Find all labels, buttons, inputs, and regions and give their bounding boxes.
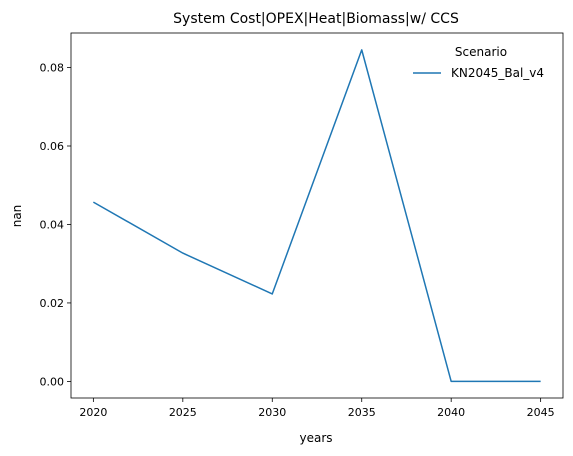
x-tick-label: 2035 [348, 406, 376, 419]
series-line-0 [92, 49, 541, 383]
x-tick-label: 2030 [258, 406, 286, 419]
legend-label: KN2045_Bal_v4 [451, 66, 544, 80]
y-axis: 0.00 0.02 0.04 0.06 0.08 [40, 62, 71, 388]
x-axis: 2020 2025 2030 2035 2040 2045 [79, 398, 555, 419]
legend: Scenario KN2045_Bal_v4 [413, 45, 544, 80]
y-tick-label: 0.08 [40, 62, 65, 75]
y-tick-label: 0.00 [40, 375, 65, 388]
x-tick-label: 2025 [169, 406, 197, 419]
chart-title: System Cost|OPEX|Heat|Biomass|w/ CCS [173, 11, 459, 27]
y-tick-label: 0.02 [40, 297, 65, 310]
plot-area: 2020 2025 2030 2035 2040 2045 0.000.020.040.0… [40, 32, 564, 419]
y-axis-label: nan [10, 205, 24, 228]
x-tick-label: 2040 [437, 406, 465, 419]
y-tick-label: 0.04 [40, 218, 65, 231]
x-tick-label: 2020 [79, 406, 107, 419]
x-axis-label: years [299, 431, 332, 445]
series-layer [92, 49, 541, 383]
y-tick-label: 0.06 [40, 140, 65, 153]
plot-frame [70, 32, 564, 399]
x-tick-label: 2045 [527, 406, 555, 419]
legend-title: Scenario [455, 45, 507, 59]
